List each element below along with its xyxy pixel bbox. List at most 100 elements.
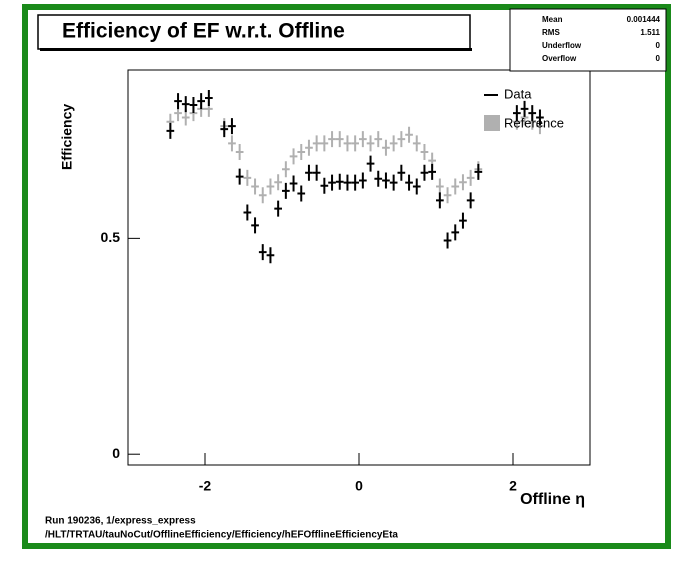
data-point (343, 135, 352, 152)
data-point (420, 164, 429, 181)
data-point (243, 204, 252, 221)
data-point (328, 131, 336, 148)
data-point (405, 126, 413, 143)
legend-label: Reference (504, 115, 564, 130)
x-tick-label: -2 (199, 478, 212, 494)
data-point (412, 178, 421, 195)
data-point (305, 164, 313, 181)
data-point (420, 144, 429, 161)
data-point (359, 172, 367, 189)
stats-label: Overflow (542, 54, 577, 63)
data-point (274, 174, 282, 191)
data-point (366, 155, 375, 172)
data-point (243, 169, 252, 186)
stats-value: 0 (656, 54, 661, 63)
data-point (428, 163, 436, 180)
data-point (312, 135, 321, 152)
data-point (282, 161, 290, 178)
data-point (528, 105, 537, 122)
data-point (266, 178, 275, 195)
data-point (228, 135, 236, 152)
data-point (228, 118, 236, 135)
data-point (297, 144, 306, 161)
data-point (181, 109, 190, 126)
data-point (351, 135, 359, 152)
data-point (374, 131, 383, 148)
data-point (235, 168, 244, 185)
data-point (312, 164, 321, 181)
data-point (289, 148, 298, 165)
data-point (536, 109, 544, 126)
title-shadow (40, 48, 472, 51)
data-point (412, 135, 421, 152)
data-point (282, 182, 290, 199)
stats-box (509, 8, 667, 72)
data-point (189, 96, 198, 113)
data-point (220, 121, 229, 138)
data-point (474, 163, 483, 180)
data-point (359, 131, 367, 148)
data-point (235, 144, 244, 161)
data-point (258, 244, 267, 261)
data-point (335, 173, 344, 190)
data-point (251, 217, 259, 234)
data-point (274, 200, 282, 217)
data-point (459, 212, 467, 229)
data-point (466, 192, 475, 209)
data-point (436, 178, 444, 195)
data-point (443, 232, 452, 249)
legend-swatch (484, 115, 500, 131)
x-axis-label: Offline η (520, 491, 585, 508)
data-point (520, 100, 529, 117)
data-point (166, 122, 175, 139)
data-point (174, 93, 182, 110)
data-point (335, 131, 344, 148)
data-point (205, 90, 213, 107)
data-point (251, 178, 259, 195)
data-point (459, 174, 467, 191)
data-point (366, 135, 375, 152)
stats-value: 0.001444 (627, 15, 661, 24)
y-axis-label: Efficiency (59, 104, 75, 170)
data-point (389, 174, 398, 191)
data-point (466, 169, 475, 186)
x-tick-label: 0 (355, 478, 363, 494)
y-tick-label: 0.5 (101, 229, 121, 245)
stats-value: 1.511 (640, 28, 660, 37)
stats-label: Underflow (542, 41, 582, 50)
data-point (443, 187, 452, 204)
data-point (513, 105, 521, 122)
data-point (451, 224, 460, 241)
y-tick-label: 0 (112, 445, 120, 461)
footer-line: Run 190236, 1/express_express (45, 516, 196, 527)
data-point (351, 174, 359, 191)
data-point (374, 170, 383, 187)
stats-label: RMS (542, 28, 560, 37)
canvas-border (22, 4, 671, 549)
data-point (343, 174, 352, 191)
data-point (397, 164, 406, 181)
data-point (397, 131, 406, 148)
footer-line: /HLT/TRTAU/tauNoCut/OfflineEfficiency/Ef… (45, 530, 398, 541)
data-point (405, 174, 413, 191)
data-point (197, 93, 205, 110)
data-point (389, 135, 398, 152)
data-point (305, 139, 313, 156)
stats-label: Mean (542, 15, 563, 24)
data-point (382, 139, 390, 156)
data-point (297, 185, 306, 202)
data-point (328, 174, 336, 191)
data-point (320, 177, 329, 194)
data-point (266, 247, 275, 264)
data-point (258, 187, 267, 204)
data-point (181, 96, 190, 113)
data-point (289, 175, 298, 192)
data-point (436, 192, 444, 209)
title-box (37, 14, 471, 50)
data-point (320, 135, 329, 152)
data-point (451, 178, 460, 195)
chart-title: Efficiency of EF w.r.t. Offline (62, 20, 345, 43)
legend-label: Data (504, 86, 532, 101)
data-point (382, 172, 390, 189)
